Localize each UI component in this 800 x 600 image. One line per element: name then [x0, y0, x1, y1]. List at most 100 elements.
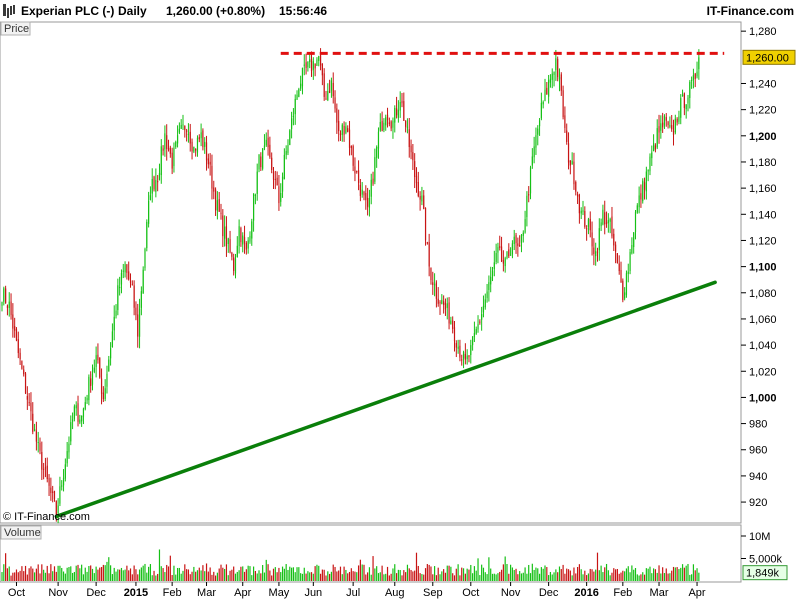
price-axis: 920 940 960 980 1,000 1,020 1,040 1,060 1,080 1,1…: [741, 26, 796, 509]
candle-body: [522, 232, 524, 236]
candle: [634, 210, 637, 240]
volume-bar: [310, 572, 313, 581]
volume-bar: [325, 575, 327, 581]
volume-bar: [151, 575, 153, 581]
candle-body: [542, 101, 544, 105]
volume-bar: [642, 572, 644, 581]
candle-body: [681, 94, 684, 97]
x-tick-label: Dec: [539, 587, 559, 599]
candle-body: [470, 345, 472, 356]
candle: [439, 300, 441, 315]
candle: [614, 241, 617, 264]
candle: [214, 187, 217, 216]
candle-body: [443, 301, 445, 305]
candle-body: [613, 233, 615, 246]
x-tick-label: Nov: [48, 587, 68, 599]
candle: [314, 63, 316, 77]
volume-bar: [32, 568, 34, 581]
candle: [233, 253, 235, 276]
candle: [211, 154, 213, 200]
volume-bar: [79, 568, 81, 581]
volume-bar: [43, 569, 45, 581]
volume-bar: [280, 572, 282, 581]
candle: [249, 231, 251, 244]
candle: [386, 107, 389, 128]
volume-bar: [247, 565, 249, 581]
candle-body: [176, 135, 179, 144]
candle-body: [430, 267, 432, 281]
candle: [213, 180, 215, 200]
candle-body: [376, 147, 378, 158]
candle: [113, 305, 115, 341]
candle-body: [354, 166, 356, 174]
candle-body: [582, 210, 584, 212]
volume-bar: [406, 564, 409, 581]
candle: [269, 136, 271, 159]
x-tick-label: Mar: [650, 587, 669, 599]
candle: [321, 63, 323, 86]
volume-bar: [370, 574, 372, 581]
quote-value: 1,260.00 (+0.80%): [166, 4, 265, 18]
candle: [604, 200, 606, 235]
candle: [669, 116, 671, 129]
candle-body: [602, 209, 604, 225]
candle: [352, 144, 354, 172]
candle: [23, 365, 25, 377]
volume-bar: [616, 568, 618, 581]
volume-bar: [187, 569, 190, 581]
volume-bar: [81, 564, 83, 581]
candle-body: [323, 73, 325, 97]
candle-body: [117, 285, 119, 311]
candle-body: [502, 260, 504, 264]
candle: [385, 114, 387, 131]
volume-bar: [339, 566, 342, 581]
candle: [6, 304, 9, 316]
volume-bar: [432, 574, 434, 581]
candle-body: [71, 419, 74, 422]
volume-bar: [39, 573, 41, 581]
volume-bar: [292, 567, 295, 581]
volume-bar: [535, 567, 537, 581]
candle: [506, 251, 508, 260]
candle-body: [676, 118, 678, 123]
volume-bar: [276, 572, 278, 581]
candle: [164, 125, 166, 157]
volume-bar: [692, 564, 695, 581]
candle: [560, 72, 562, 96]
candle: [336, 103, 338, 134]
candle: [86, 394, 88, 404]
candle: [316, 57, 318, 66]
candle-body: [481, 314, 483, 320]
candle-body: [300, 83, 302, 89]
candle-body: [245, 243, 247, 250]
volume-bar: [263, 572, 266, 581]
candle-body: [220, 212, 222, 214]
candle-body: [249, 235, 251, 242]
candle-body: [233, 257, 235, 271]
volume-bar: [538, 573, 541, 581]
candle-body: [356, 170, 358, 173]
volume-bar: [662, 567, 664, 581]
volume-bar: [586, 575, 588, 581]
candle: [178, 122, 180, 135]
candle: [618, 255, 620, 275]
volume-bar: [511, 567, 514, 581]
volume-bar: [1, 572, 3, 581]
candle: [593, 238, 595, 266]
volume-bar: [495, 574, 497, 581]
candle: [106, 365, 108, 394]
candle: [365, 185, 367, 210]
candle: [395, 96, 398, 119]
candle: [263, 134, 266, 151]
candle-body: [488, 282, 490, 291]
candle: [338, 109, 340, 142]
volume-bar: [651, 573, 653, 581]
candle: [591, 221, 593, 256]
candle: [281, 172, 284, 198]
candle-body: [475, 329, 477, 334]
candle: [21, 360, 23, 370]
volume-bar: [52, 571, 54, 581]
candle-body: [633, 232, 635, 248]
candle: [303, 54, 305, 76]
volume-bar: [607, 570, 609, 581]
